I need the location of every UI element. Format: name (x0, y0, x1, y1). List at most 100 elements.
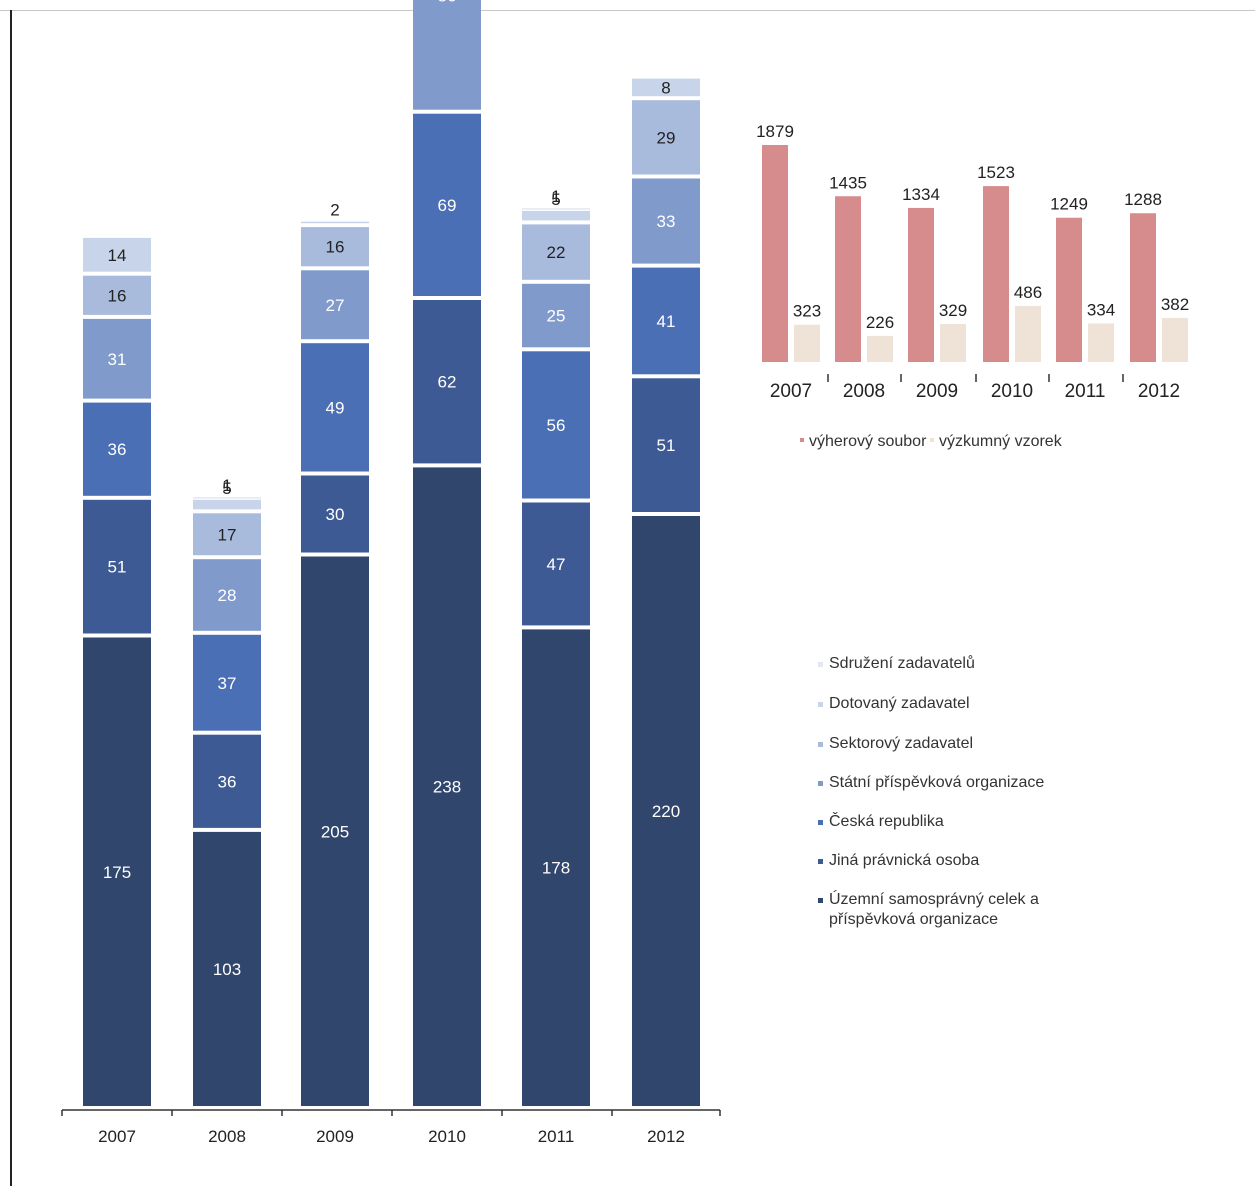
x-tick-label: 2011 (538, 1127, 575, 1146)
bar-segment (522, 351, 590, 499)
legend-label: výherový soubor (809, 433, 927, 450)
data-label: 62 (438, 373, 457, 392)
bar-segment (632, 100, 700, 175)
data-label: 1879 (756, 122, 794, 141)
bar (835, 196, 861, 362)
data-label: 8 (661, 78, 670, 97)
bar-segment (522, 210, 590, 221)
legend-label: Jiná právnická osoba (829, 852, 980, 869)
bar-segment (413, 467, 481, 1106)
bar (794, 324, 820, 362)
data-label: 1334 (902, 185, 940, 204)
data-label: 33 (657, 212, 676, 231)
bar-segment (522, 208, 590, 210)
bar-segment (632, 516, 700, 1106)
data-label: 323 (793, 302, 821, 321)
legend-marker (930, 438, 934, 442)
bar-segment (193, 559, 261, 631)
x-tick-label: 2012 (647, 1127, 685, 1146)
legend-marker (818, 781, 823, 786)
legend-item: Sektorový zadavatel (818, 734, 973, 754)
data-label: 31 (108, 350, 127, 369)
data-label: 238 (433, 778, 461, 797)
bar-segment (413, 0, 481, 110)
grouped-bar-chart: 1879 323 2007 1435 226 2008 1334 329 2009 1523 486… (756, 122, 1189, 450)
data-label: 56 (547, 416, 566, 435)
legend-marker (818, 702, 823, 707)
bar-segment (301, 343, 369, 472)
bar-segment (413, 113, 481, 296)
bar-segment (301, 270, 369, 340)
bar-segment (301, 221, 369, 224)
data-label: 16 (108, 286, 127, 305)
legend-label: Sektorový zadavatel (829, 735, 974, 752)
x-tick-label: 2007 (770, 381, 812, 402)
bar (983, 186, 1009, 362)
data-label: 49 (326, 398, 345, 417)
data-label: 178 (542, 859, 570, 878)
legend-item: Státní příspěvková organizace (818, 773, 1044, 793)
data-label: 5 (551, 190, 560, 209)
data-label: 205 (321, 822, 349, 841)
data-label: 27 (326, 296, 345, 315)
bar-segment (83, 318, 151, 399)
data-label: 2 (330, 201, 339, 220)
data-label: 51 (108, 558, 127, 577)
data-label: 47 (547, 555, 566, 574)
bar (940, 324, 966, 362)
bar-segment (83, 402, 151, 496)
data-label: 28 (218, 586, 237, 605)
data-label: 329 (939, 301, 967, 320)
bar (1088, 323, 1114, 362)
x-tick-label: 2009 (916, 381, 958, 402)
data-label: 36 (218, 772, 237, 791)
frame-left-border (10, 10, 12, 1186)
frame-top-border (0, 10, 1255, 11)
x-tick-label: 2008 (843, 381, 885, 402)
bar (1056, 217, 1082, 362)
bar-segment (301, 475, 369, 553)
x-tick-label: 2011 (1065, 381, 1106, 402)
legend-item: Česká republika (818, 812, 944, 832)
data-label: 1288 (1124, 190, 1162, 209)
bar (1130, 213, 1156, 362)
x-tick-label: 2010 (428, 1127, 466, 1146)
data-label: 486 (1014, 283, 1042, 302)
data-label: 1 (222, 476, 231, 495)
legend-marker (818, 898, 823, 903)
data-label: 16 (326, 238, 345, 257)
legend-marker (818, 662, 823, 667)
x-tick-label: 2007 (98, 1127, 136, 1146)
bar-segment (632, 267, 700, 375)
data-label: 175 (103, 863, 131, 882)
bar-segment (522, 224, 590, 280)
bar-segment (193, 497, 261, 499)
legend-marker (800, 438, 804, 442)
legend-label: Sdružení zadavatelů (829, 655, 975, 672)
data-label: 1249 (1050, 195, 1088, 214)
bar (908, 207, 934, 362)
data-label: 51 (657, 436, 676, 455)
legend-marker (818, 742, 823, 747)
data-label: 1 (551, 187, 560, 206)
legend-item: Jiná právnická osoba (818, 851, 979, 871)
bar-segment (301, 556, 369, 1106)
x-tick-label: 2009 (316, 1127, 354, 1146)
x-tick-label: 2012 (1138, 381, 1180, 402)
legend-label: výzkumný vzorek (939, 433, 1063, 450)
bar (867, 335, 893, 362)
data-label: 226 (866, 313, 894, 332)
data-label: 103 (213, 960, 241, 979)
data-label: 25 (547, 307, 566, 326)
stacked-bar-chart: 1755136311614200710336372817512008205304… (61, 0, 721, 1146)
data-label: 334 (1087, 300, 1115, 319)
bar-segment (193, 499, 261, 510)
bar-segment (301, 227, 369, 267)
bar-segment (522, 502, 590, 626)
data-label: 14 (108, 246, 127, 265)
data-label: 17 (218, 525, 237, 544)
data-label: 37 (218, 674, 237, 693)
legend-item: Sdružení zadavatelů (818, 654, 975, 674)
bar-segment (193, 734, 261, 828)
data-label: 36 (108, 440, 127, 459)
